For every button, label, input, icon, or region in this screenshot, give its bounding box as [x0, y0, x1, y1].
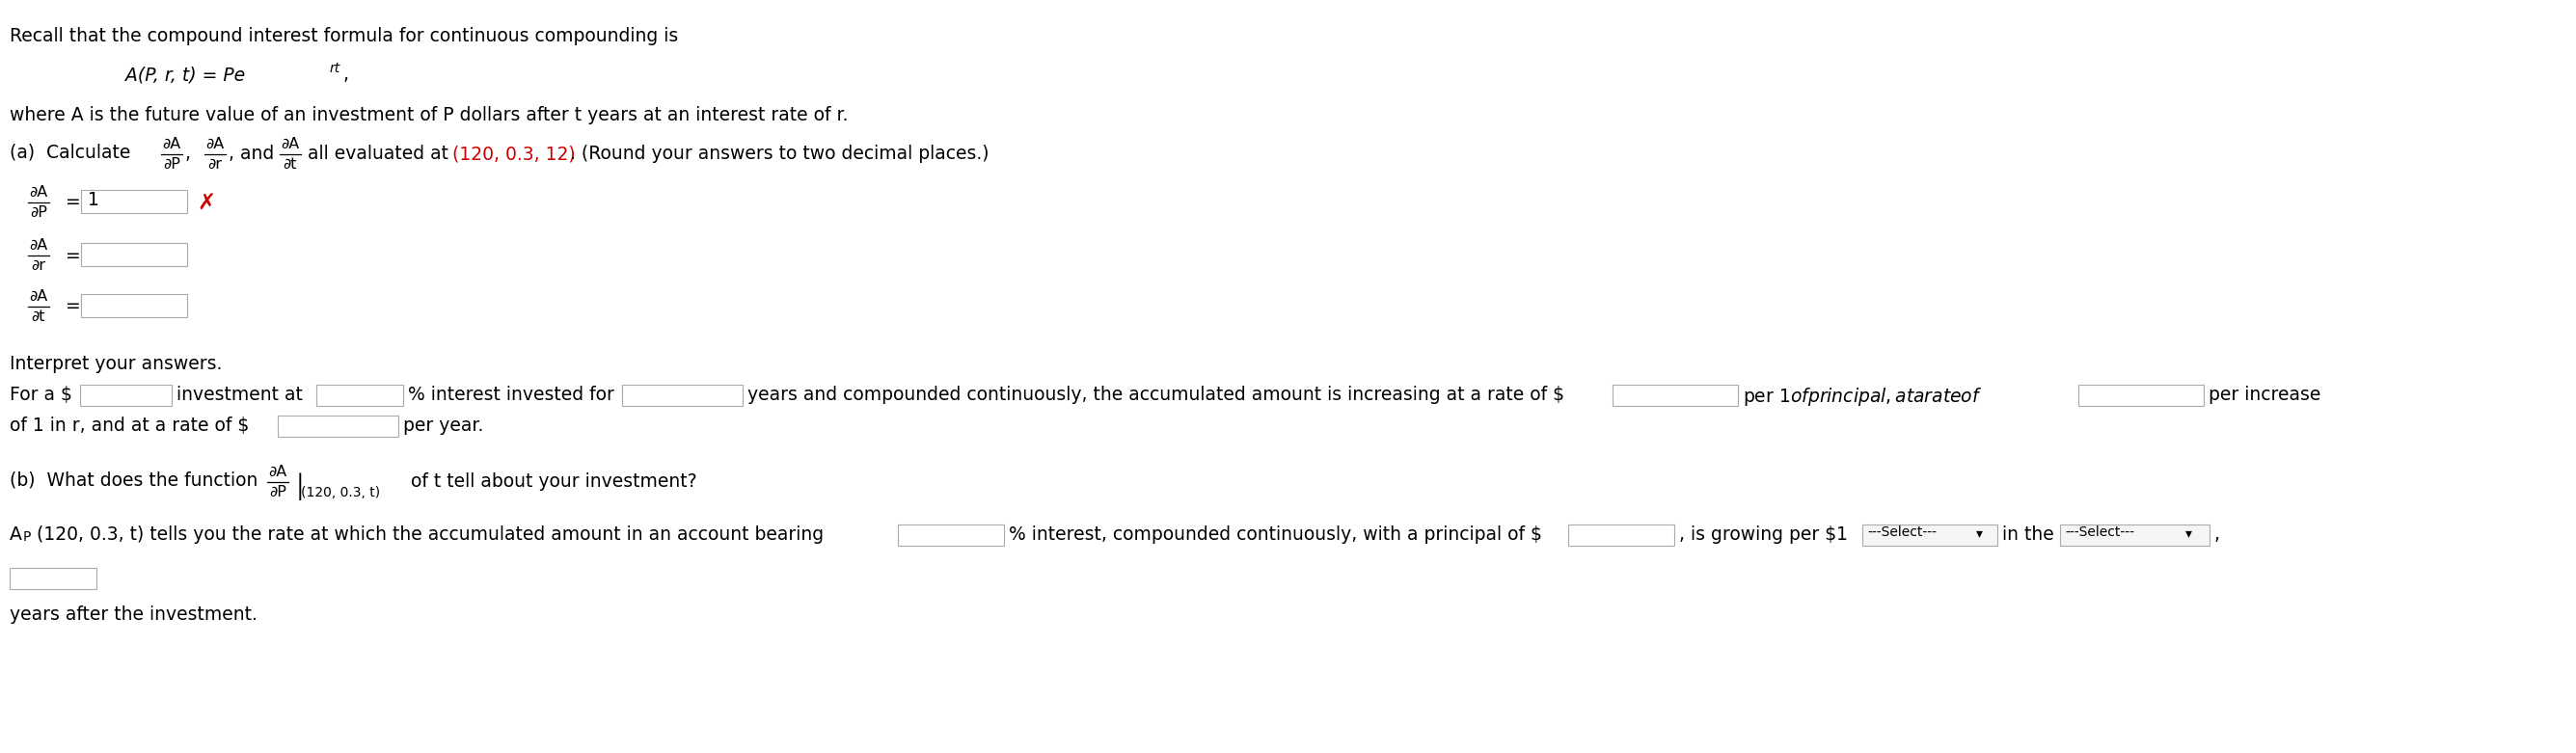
Text: ∂P: ∂P	[31, 206, 46, 220]
Text: ∂A: ∂A	[206, 137, 224, 151]
Text: (120, 0.3, t) tells you the rate at which the accumulated amount in an account b: (120, 0.3, t) tells you the rate at whic…	[36, 526, 824, 544]
Text: ∂r: ∂r	[31, 258, 46, 273]
FancyBboxPatch shape	[10, 568, 95, 589]
Text: in the: in the	[2002, 526, 2053, 544]
Text: % interest, compounded continuously, with a principal of $: % interest, compounded continuously, wit…	[1010, 526, 1543, 544]
Text: ∂A: ∂A	[28, 185, 49, 200]
Text: (120, 0.3, 12): (120, 0.3, 12)	[453, 145, 574, 163]
FancyBboxPatch shape	[80, 190, 188, 213]
Text: per year.: per year.	[402, 416, 484, 434]
FancyBboxPatch shape	[2061, 525, 2210, 546]
Text: ---Select---: ---Select---	[2066, 526, 2136, 539]
Text: , and: , and	[229, 145, 273, 163]
Text: ✗: ✗	[196, 193, 216, 215]
Text: ∂A: ∂A	[28, 289, 49, 303]
FancyBboxPatch shape	[317, 385, 402, 406]
Text: ∂A: ∂A	[281, 137, 299, 151]
Text: 1: 1	[88, 191, 100, 209]
Text: ▾: ▾	[1976, 526, 1984, 540]
Text: ∂A: ∂A	[268, 465, 286, 479]
Text: │: │	[294, 472, 307, 500]
Text: years after the investment.: years after the investment.	[10, 605, 258, 623]
FancyBboxPatch shape	[80, 294, 188, 317]
FancyBboxPatch shape	[1613, 385, 1739, 406]
Text: ∂r: ∂r	[209, 157, 222, 172]
Text: where A is the future value of an investment of P dollars after t years at an in: where A is the future value of an invest…	[10, 106, 848, 124]
Text: ∂t: ∂t	[31, 309, 46, 324]
Text: Interpret your answers.: Interpret your answers.	[10, 355, 222, 373]
Text: years and compounded continuously, the accumulated amount is increasing at a rat: years and compounded continuously, the a…	[747, 386, 1564, 404]
Text: (a)  Calculate: (a) Calculate	[10, 143, 131, 161]
Text: per increase: per increase	[2208, 386, 2321, 404]
Text: investment at: investment at	[178, 386, 304, 404]
FancyBboxPatch shape	[899, 525, 1005, 546]
Text: , is growing per $1: , is growing per $1	[1680, 526, 1847, 544]
Text: all evaluated at: all evaluated at	[307, 145, 448, 163]
Text: A(P, r, t) = Pe: A(P, r, t) = Pe	[126, 66, 245, 84]
Text: of 1 in r, and at a rate of $: of 1 in r, and at a rate of $	[10, 416, 250, 434]
Text: P: P	[23, 530, 31, 544]
Text: per $1 of principal, at a rate of $: per $1 of principal, at a rate of $	[1744, 386, 1984, 408]
Text: (120, 0.3, t): (120, 0.3, t)	[301, 486, 381, 499]
Text: rt: rt	[330, 62, 340, 75]
Text: Recall that the compound interest formula for continuous compounding is: Recall that the compound interest formul…	[10, 27, 677, 45]
Text: ,: ,	[185, 145, 191, 163]
FancyBboxPatch shape	[1569, 525, 1674, 546]
Text: =: =	[64, 246, 80, 264]
Text: % interest invested for: % interest invested for	[407, 386, 613, 404]
Text: ∂P: ∂P	[162, 157, 180, 172]
Text: ∂t: ∂t	[283, 157, 296, 172]
Text: =: =	[64, 297, 80, 316]
Text: =: =	[64, 194, 80, 212]
Text: ,: ,	[2215, 526, 2221, 544]
Text: . (Round your answers to two decimal places.): . (Round your answers to two decimal pla…	[569, 145, 989, 163]
Text: ∂A: ∂A	[162, 137, 180, 151]
Text: ▾: ▾	[2184, 526, 2192, 540]
Text: ∂P: ∂P	[268, 485, 286, 499]
Text: ∂A: ∂A	[28, 238, 49, 252]
Text: of t tell about your investment?: of t tell about your investment?	[410, 472, 698, 491]
FancyBboxPatch shape	[1862, 525, 1996, 546]
FancyBboxPatch shape	[80, 243, 188, 266]
Text: For a $: For a $	[10, 386, 72, 404]
Text: A: A	[10, 526, 23, 544]
Text: (b)  What does the function: (b) What does the function	[10, 471, 258, 489]
FancyBboxPatch shape	[278, 416, 399, 437]
Text: ---Select---: ---Select---	[1868, 526, 1937, 539]
FancyBboxPatch shape	[2079, 385, 2202, 406]
FancyBboxPatch shape	[80, 385, 173, 406]
FancyBboxPatch shape	[621, 385, 742, 406]
Text: ,: ,	[343, 66, 350, 84]
